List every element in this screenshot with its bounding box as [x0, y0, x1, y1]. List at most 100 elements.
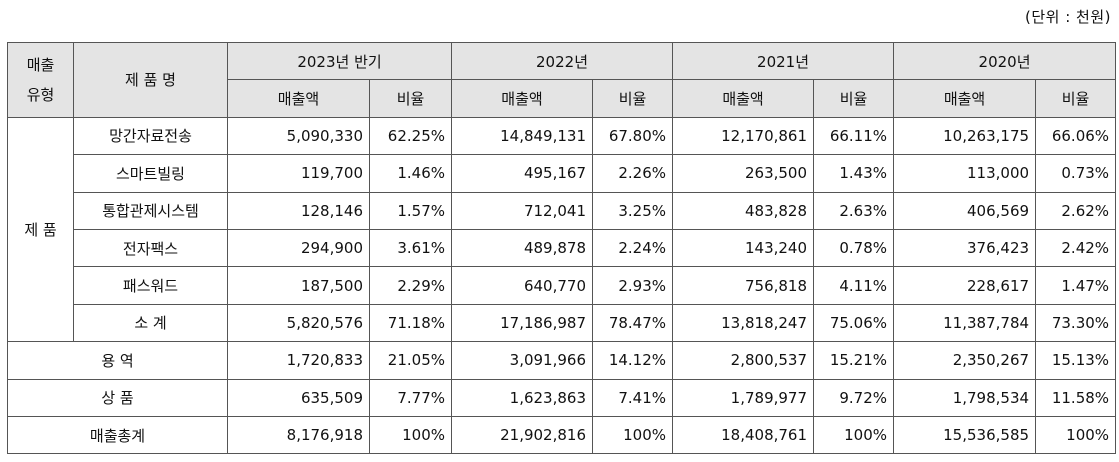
ratio-value: 3.61% [369, 228, 452, 268]
header-sales: 매출액 [227, 79, 370, 118]
sales-value: 2,800,537 [672, 341, 815, 380]
ratio-value: 21.05% [369, 341, 452, 380]
table-row: 용 역 1,720,833 21.05% 3,091,966 14.12% 2,800,5… [7, 341, 1117, 380]
header-ratio: 비율 [369, 79, 452, 118]
table-row: 소 계 5,820,576 71.18% 17,186,987 78.47% 13,818… [8, 303, 1117, 343]
header-sales: 매출액 [451, 79, 593, 118]
row-label: 패스워드 [73, 266, 228, 305]
table-body: 매출 유형 제 품 명 2023년 반기 2022년 2021년 2020년 매출… [7, 41, 1117, 455]
ratio-value: 0.73% [1035, 154, 1117, 193]
header-ratio: 비율 [1035, 79, 1117, 118]
ratio-value: 75.06% [813, 303, 895, 343]
table-row: 전자팩스 294,900 3.61% 489,878 2.24% 143,240 0.78%… [8, 228, 1117, 268]
row-label: 전자팩스 [73, 228, 228, 268]
header-period: 2023년 반기 [227, 41, 452, 81]
sales-value: 21,902,816 [451, 415, 593, 455]
sales-value: 128,146 [227, 191, 370, 230]
header-period: 2022년 [450, 41, 674, 81]
row-label: 소 계 [73, 303, 228, 343]
row-label: 통합관제시스템 [73, 191, 228, 230]
ratio-value: 4.11% [813, 266, 895, 305]
sales-value: 187,500 [227, 266, 370, 305]
sales-value: 12,170,861 [672, 116, 815, 156]
sales-value: 10,263,175 [893, 116, 1037, 156]
sales-value: 5,090,330 [227, 116, 370, 156]
header-sales: 매출액 [672, 79, 815, 118]
ratio-value: 2.24% [591, 228, 674, 268]
sales-value: 406,569 [893, 191, 1037, 230]
ratio-value: 71.18% [369, 303, 452, 343]
ratio-value: 2.93% [591, 266, 674, 305]
ratio-value: 2.63% [813, 191, 895, 230]
ratio-value: 100% [813, 415, 895, 455]
ratio-value: 15.13% [1035, 341, 1117, 380]
ratio-value: 1.47% [1035, 266, 1117, 305]
ratio-value: 11.58% [1035, 378, 1117, 417]
ratio-value: 100% [1035, 415, 1117, 455]
row-label: 망간자료전송 [73, 116, 228, 156]
table-row: 제 품 망간자료전송 5,090,330 62.25% 14,849,131 67.80%… [7, 116, 1117, 343]
row-label: 상 품 [7, 378, 228, 417]
ratio-value: 78.47% [591, 303, 674, 343]
sales-value: 2,350,267 [893, 341, 1037, 380]
sales-value: 14,849,131 [451, 116, 593, 156]
ratio-value: 66.06% [1035, 116, 1117, 156]
sales-value: 228,617 [893, 266, 1037, 305]
sales-value: 17,186,987 [451, 303, 593, 343]
sales-value: 495,167 [451, 154, 593, 193]
sales-table: 매출 유형 제 품 명 2023년 반기 2022년 2021년 2020년 매출… [7, 41, 1117, 455]
sales-value: 1,623,863 [451, 378, 593, 417]
ratio-value: 62.25% [369, 116, 452, 156]
sales-value: 635,509 [227, 378, 370, 417]
ratio-value: 2.42% [1035, 228, 1117, 268]
header-sales: 매출액 [893, 79, 1037, 118]
ratio-value: 66.11% [813, 116, 895, 156]
row-label: 용 역 [7, 341, 228, 380]
header-ratio: 비율 [591, 79, 674, 118]
ratio-value: 14.12% [591, 341, 674, 380]
sales-value: 483,828 [672, 191, 815, 230]
row-label: 매출총계 [7, 415, 228, 455]
sales-value: 18,408,761 [672, 415, 815, 455]
ratio-value: 2.62% [1035, 191, 1117, 230]
sales-value: 113,000 [893, 154, 1037, 193]
sales-value: 11,387,784 [893, 303, 1037, 343]
sales-value: 294,900 [227, 228, 370, 268]
table-row: 패스워드 187,500 2.29% 640,770 2.93% 756,818 4.11%… [8, 266, 1117, 305]
table-row: 매출총계 8,176,918 100% 21,902,816 100% 18,408,76… [7, 415, 1117, 455]
header-period: 2020년 [893, 41, 1117, 81]
sales-value: 263,500 [672, 154, 815, 193]
header-period: 2021년 [672, 41, 895, 81]
sales-value: 489,878 [451, 228, 593, 268]
ratio-value: 3.25% [591, 191, 674, 230]
header-row-periods: 매출 유형 제 품 명 2023년 반기 2022년 2021년 2020년 [7, 41, 1117, 118]
header-ratio: 비율 [813, 79, 895, 118]
sales-value: 5,820,576 [227, 303, 370, 343]
sales-value: 13,818,247 [672, 303, 815, 343]
ratio-value: 7.41% [591, 378, 674, 417]
sales-value: 640,770 [451, 266, 593, 305]
header-category: 매출 유형 [7, 42, 74, 118]
ratio-value: 2.29% [369, 266, 452, 305]
ratio-value: 2.26% [591, 154, 674, 193]
ratio-value: 9.72% [813, 378, 895, 417]
sales-value: 1,789,977 [672, 378, 815, 417]
sales-value: 15,536,585 [893, 415, 1037, 455]
sales-value: 712,041 [451, 191, 593, 230]
header-row-metrics: 매출액 비율 매출액 비율 매출액 비율 매출액 비율 [8, 79, 1117, 118]
sales-value: 376,423 [893, 228, 1037, 268]
table-row: 상 품 635,509 7.77% 1,623,863 7.41% 1,789,977 9.… [7, 378, 1117, 417]
header-product-name: 제 품 명 [73, 42, 228, 118]
ratio-value: 100% [369, 415, 452, 455]
sales-value: 1,798,534 [893, 378, 1037, 417]
ratio-value: 1.57% [369, 191, 452, 230]
table-row: 스마트빌링 119,700 1.46% 495,167 2.26% 263,500 1.43… [8, 154, 1117, 193]
ratio-value: 67.80% [591, 116, 674, 156]
ratio-value: 73.30% [1035, 303, 1117, 343]
sales-value: 143,240 [672, 228, 815, 268]
sales-value: 8,176,918 [227, 415, 370, 455]
sales-value: 119,700 [227, 154, 370, 193]
sales-value: 1,720,833 [227, 341, 370, 380]
ratio-value: 7.77% [369, 378, 452, 417]
table-row: 통합관제시스템 128,146 1.57% 712,041 3.25% 483,828 2.… [8, 191, 1117, 230]
